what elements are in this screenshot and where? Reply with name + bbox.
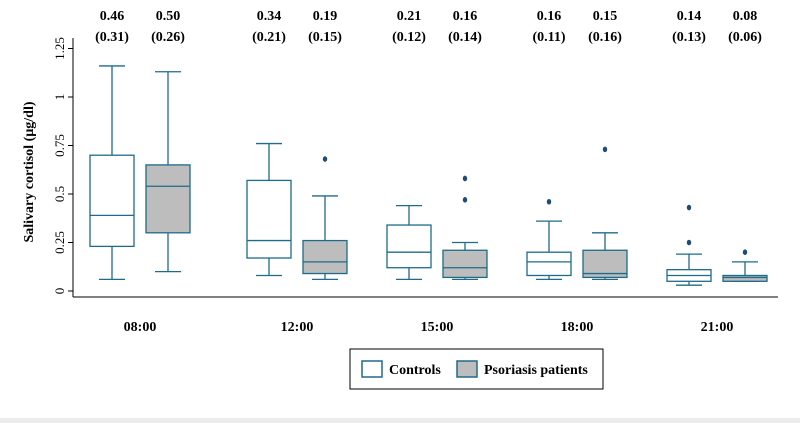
iqr-box [722, 274, 768, 282]
box-controls-18:00 [526, 198, 572, 281]
iqr-box [302, 239, 348, 275]
category-labels: 08:00 12:00 15:00 18:00 21:00 [124, 320, 734, 335]
outlier-point [686, 204, 692, 211]
annotation-mean: 0.50 [156, 9, 181, 24]
annotation-mean: 0.46 [100, 9, 125, 24]
iqr-box [386, 224, 432, 269]
annotation-sd: (0.11) [532, 30, 565, 45]
y-tick-label: 0 [52, 288, 67, 295]
iqr-box [246, 179, 292, 259]
category-label: 12:00 [281, 320, 314, 335]
boxes-layer [89, 65, 768, 286]
annotation-sd: (0.12) [392, 30, 426, 45]
annotation-mean: 0.15 [593, 9, 618, 24]
category-label: 18:00 [561, 320, 594, 335]
box-psoriasis-18:00 [582, 146, 628, 281]
category-label: 08:00 [124, 320, 157, 335]
annotation-sd: (0.15) [308, 30, 342, 45]
box-controls-21:00 [666, 204, 712, 286]
legend-label-psoriasis: Psoriasis patients [484, 363, 588, 378]
y-axis-label: Salivary cortisol (µg/dl) [22, 101, 37, 242]
annotation-sd: (0.14) [448, 30, 482, 45]
box-psoriasis-21:00 [722, 249, 768, 282]
y-tick-label: 0.25 [52, 231, 67, 254]
annotation-sd: (0.31) [95, 30, 129, 45]
outlier-point [742, 249, 748, 255]
box-controls-15:00 [386, 204, 432, 281]
iqr-box [442, 249, 488, 279]
legend-swatch-psoriasis [456, 360, 478, 378]
annotation-sd: (0.16) [588, 30, 622, 45]
annotation-sd: (0.06) [728, 30, 762, 45]
annotation-sd: (0.13) [672, 30, 706, 45]
box-controls-12:00 [246, 142, 292, 277]
outlier-point [462, 175, 468, 182]
outlier-point [686, 239, 692, 246]
box-controls-08:00 [89, 65, 135, 281]
y-tick-label: 1.25 [52, 37, 67, 60]
annotation-mean: 0.34 [257, 9, 282, 24]
category-label: 15:00 [421, 320, 454, 335]
y-tick-label: 0.75 [52, 134, 67, 157]
annotation-mean: 0.14 [677, 9, 702, 24]
box-psoriasis-15:00 [442, 175, 488, 281]
outlier-point [462, 197, 468, 203]
legend: Controls Psoriasis patients [349, 348, 604, 390]
annotation-sd: (0.21) [252, 30, 286, 45]
mean-sd-annotations: 0.46 (0.31) 0.34 (0.21) 0.21 (0.12) 0.16 (0.11)… [95, 9, 762, 45]
legend-swatch-controls [361, 360, 383, 378]
legend-label-controls: Controls [389, 363, 441, 378]
annotation-mean: 0.16 [537, 9, 562, 24]
annotation-sd: (0.26) [151, 30, 185, 45]
annotation-mean: 0.21 [397, 9, 422, 24]
outlier-point [322, 156, 328, 162]
annotation-mean: 0.08 [733, 9, 758, 24]
box-psoriasis-08:00 [145, 71, 191, 273]
outlier-point [546, 198, 552, 205]
outlier-point [602, 146, 608, 153]
box-psoriasis-12:00 [302, 156, 348, 281]
y-tick-label: 1 [52, 94, 67, 101]
iqr-box [89, 154, 135, 248]
iqr-box [526, 251, 572, 277]
annotation-mean: 0.19 [313, 9, 338, 24]
y-tick-label: 0.5 [52, 186, 67, 202]
annotation-mean: 0.16 [453, 9, 478, 24]
y-ticks: 0 0.25 0.5 0.75 1 1.25 [52, 37, 73, 294]
category-label: 21:00 [701, 320, 734, 335]
iqr-box [145, 164, 191, 234]
